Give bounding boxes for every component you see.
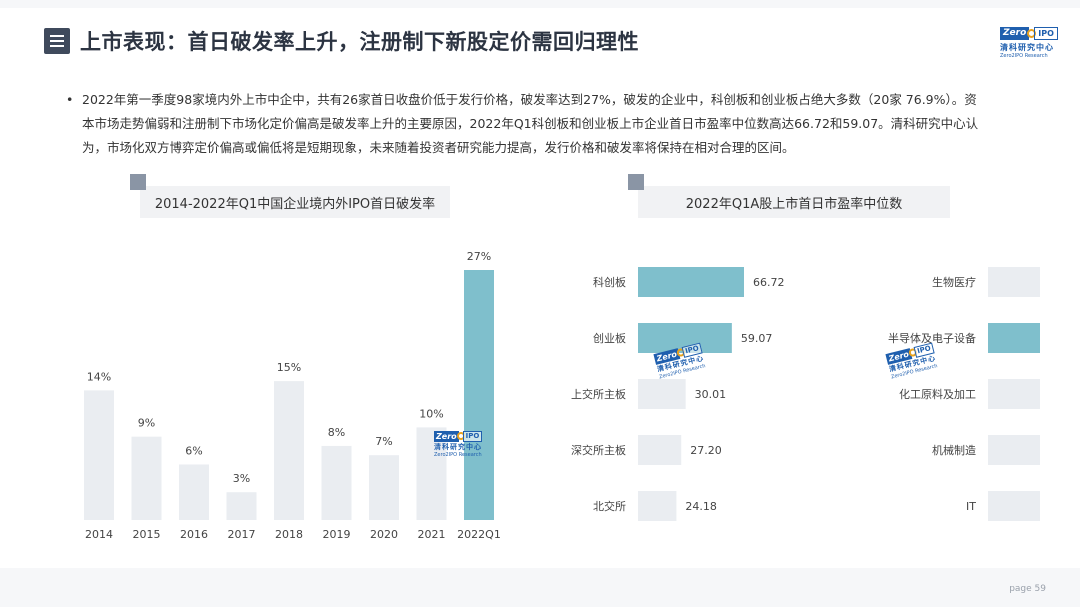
bar-上交所主板 xyxy=(638,379,686,409)
category-label-科创板: 科创板 xyxy=(593,275,626,289)
right-chart-header: 2022年Q1A股上市首日市盈率中位数 xyxy=(628,174,950,218)
x-tick-2019: 2019 xyxy=(323,528,351,541)
bar-label-2015: 9% xyxy=(138,417,155,430)
right-chart-title: 2022年Q1A股上市首日市盈率中位数 xyxy=(685,196,903,212)
x-tick-2014: 2014 xyxy=(85,528,113,541)
x-tick-2018: 2018 xyxy=(275,528,303,541)
category-label-半导体及电子设备: 半导体及电子设备 xyxy=(888,331,976,345)
bar-IT xyxy=(988,491,1040,521)
left-bar-chart: 14% 2014 9% 2015 6% 2016 3% 2017 15% 2018 8% 2019 7%… xyxy=(84,250,501,541)
bar-label-2016: 6% xyxy=(185,444,202,457)
x-tick-2016: 2016 xyxy=(180,528,208,541)
bar-化工原料及加工 xyxy=(988,379,1040,409)
bar-2022Q1 xyxy=(464,270,494,520)
bar-label-北交所: 24.18 xyxy=(685,500,717,513)
bar-生物医疗 xyxy=(988,267,1040,297)
watermark-icon: Zero IPO 清科研究中心 Zero2IPO Research xyxy=(434,430,490,460)
category-label-化工原料及加工: 化工原料及加工 xyxy=(899,387,976,401)
category-label-机械制造: 机械制造 xyxy=(932,443,976,457)
category-label-深交所主板: 深交所主板 xyxy=(571,443,626,457)
header-square-icon xyxy=(130,174,146,190)
bar-机械制造 xyxy=(988,435,1040,465)
logo-cn-name: 清科研究中心 xyxy=(1000,43,1054,52)
bar-label-2017: 3% xyxy=(233,472,250,485)
bar-2021 xyxy=(416,427,447,520)
footer-bar xyxy=(0,568,1080,607)
category-label-上交所主板: 上交所主板 xyxy=(571,387,626,401)
logo-ring xyxy=(1027,28,1037,38)
bar-2015 xyxy=(131,436,162,520)
intro-text: 2022年第一季度98家境内外上市中企中，共有26家首日收盘价低于发行价格，破发… xyxy=(82,92,979,155)
bar-label-创业板: 59.07 xyxy=(741,332,773,345)
bullet: • xyxy=(66,92,74,107)
bar-北交所 xyxy=(638,491,677,521)
bar-2017 xyxy=(226,492,257,520)
top-strip xyxy=(0,0,1080,8)
category-label-生物医疗: 生物医疗 xyxy=(932,275,976,289)
bar-2014 xyxy=(84,390,114,520)
bar-label-2018: 15% xyxy=(277,361,301,374)
bar-label-2022Q1: 27% xyxy=(467,250,491,263)
logo-mark-right: IPO xyxy=(1034,26,1058,40)
right-bar-chart: 科创板 66.72 创业板 59.07 上交所主板 30.01 深交所主板 27.20 北交所 2… xyxy=(571,267,1040,521)
bar-label-2014: 14% xyxy=(87,370,111,383)
bar-label-科创板: 66.72 xyxy=(753,276,785,289)
page-title: 上市表现：首日破发率上升，注册制下新股定价需回归理性 xyxy=(80,30,639,54)
left-chart-header: 2014-2022年Q1中国企业境内外IPO首日破发率 xyxy=(130,174,450,218)
x-tick-2015: 2015 xyxy=(133,528,161,541)
bar-label-深交所主板: 27.20 xyxy=(690,444,722,457)
header-square-icon xyxy=(628,174,644,190)
bar-2019 xyxy=(321,445,352,520)
intro-paragraph: • 2022年第一季度98家境内外上市中企中，共有26家首日收盘价低于发行价格，… xyxy=(66,88,986,160)
menu-icon xyxy=(44,28,70,54)
watermark-cn: 清科研究中心 xyxy=(434,443,482,451)
bar-科创板 xyxy=(638,267,744,297)
bar-label-2020: 7% xyxy=(375,435,392,448)
x-tick-2020: 2020 xyxy=(370,528,398,541)
logo-en-name: Zero2IPO Research xyxy=(1000,53,1048,59)
bar-半导体及电子设备 xyxy=(988,323,1040,353)
bar-label-上交所主板: 30.01 xyxy=(695,388,727,401)
bar-2020 xyxy=(369,455,399,520)
left-chart-title: 2014-2022年Q1中国企业境内外IPO首日破发率 xyxy=(154,196,436,212)
x-tick-2022Q1: 2022Q1 xyxy=(457,528,501,541)
category-label-北交所: 北交所 xyxy=(593,499,626,513)
page-number: page 59 xyxy=(1009,584,1046,594)
category-label-创业板: 创业板 xyxy=(593,331,626,345)
bar-label-2019: 8% xyxy=(328,426,345,439)
bar-label-2021: 10% xyxy=(419,407,443,420)
category-label-IT: IT xyxy=(966,500,976,513)
bar-深交所主板 xyxy=(638,435,682,465)
zero2ipo-logo-icon: Zero IPO 清科研究中心 Zero2IPO Research xyxy=(1000,26,1060,60)
watermark-mark-left: Zero xyxy=(434,430,459,442)
logo-mark-left: Zero xyxy=(1000,26,1030,40)
x-tick-2021: 2021 xyxy=(418,528,446,541)
bar-2016 xyxy=(179,464,209,520)
watermark-en: Zero2IPO Research xyxy=(434,452,482,458)
bar-2018 xyxy=(274,381,304,520)
x-tick-2017: 2017 xyxy=(228,528,256,541)
watermark-mark-right: IPO xyxy=(462,430,483,442)
